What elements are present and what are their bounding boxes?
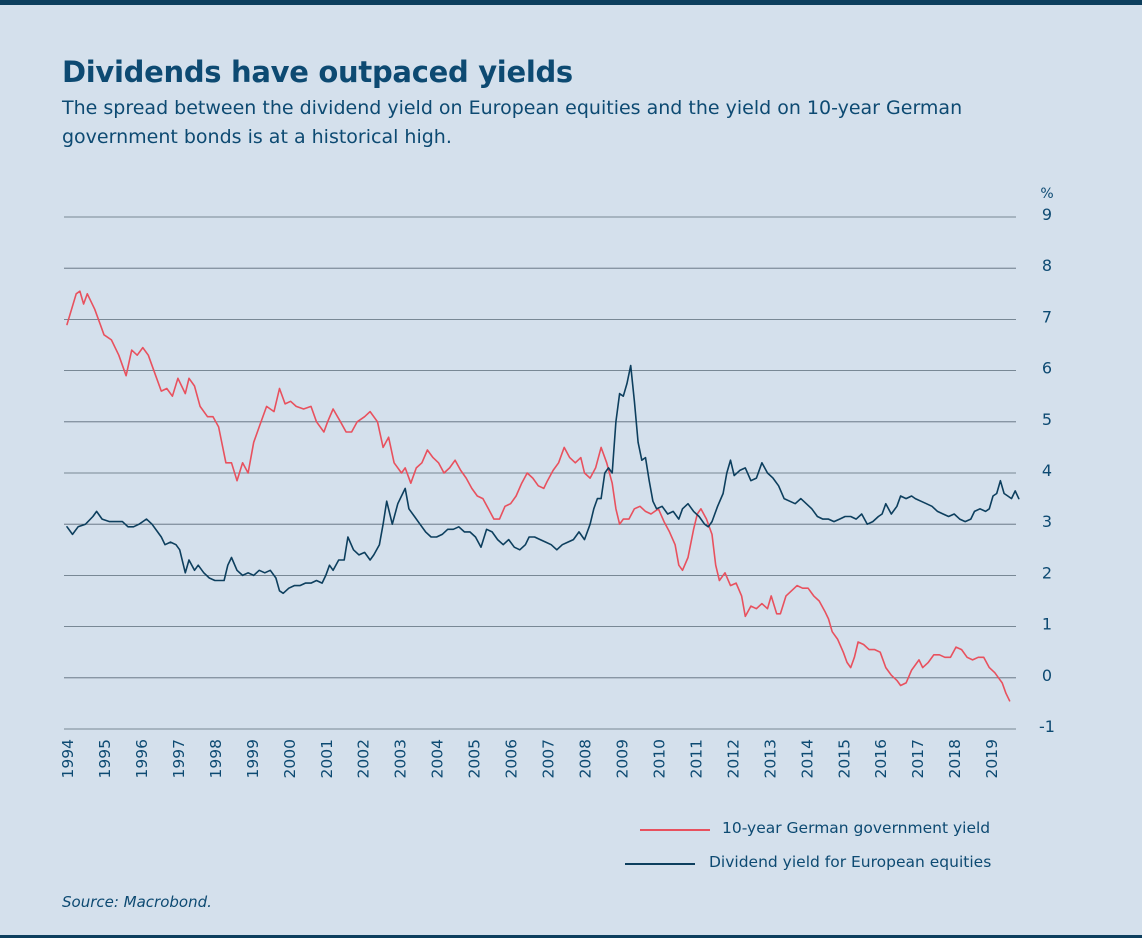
x-tick-label: 1998 <box>207 739 225 778</box>
x-tick-label: 1997 <box>170 739 188 778</box>
y-unit-label: % <box>1040 186 1053 202</box>
x-tick-label: 2011 <box>687 739 705 778</box>
y-tick-label: 6 <box>1042 359 1052 378</box>
x-tick-label: 2005 <box>466 739 484 778</box>
y-tick-label: -1 <box>1039 717 1055 736</box>
y-tick-label: 0 <box>1042 666 1052 685</box>
y-tick-label: 4 <box>1042 461 1052 480</box>
x-tick-label: 2003 <box>392 739 410 778</box>
x-tick-label: 2019 <box>983 739 1001 778</box>
x-tick-label: 2015 <box>835 739 853 778</box>
bottom-rule <box>0 935 1142 938</box>
x-tick-label: 2001 <box>318 739 336 778</box>
x-tick-label: 1994 <box>59 739 77 778</box>
legend-label-dividend: Dividend yield for European equities <box>709 853 992 871</box>
y-tick-label: 3 <box>1042 512 1052 531</box>
series-line-1 <box>66 364 1020 595</box>
x-tick-label: 1996 <box>133 739 151 778</box>
y-tick-label: 5 <box>1042 410 1052 429</box>
x-tick-label: 2006 <box>503 739 521 778</box>
series-line-0 <box>66 290 1011 702</box>
x-tick-label: 2012 <box>724 739 742 778</box>
source-note: Source: Macrobond. <box>62 893 212 911</box>
x-tick-label: 1995 <box>96 739 114 778</box>
legend-label-bund: 10-year German government yield <box>722 819 991 837</box>
legend-swatch-bund <box>640 829 710 831</box>
x-tick-label: 2018 <box>946 739 964 778</box>
x-tick-label: 2004 <box>429 739 447 778</box>
x-tick-label: 2002 <box>355 739 373 778</box>
chart-subtitle: The spread between the dividend yield on… <box>62 97 963 148</box>
x-tick-label: 2009 <box>613 739 631 778</box>
x-tick-label: 2000 <box>281 739 299 778</box>
y-tick-label: 8 <box>1042 256 1052 275</box>
y-tick-label: 9 <box>1042 205 1052 224</box>
x-tick-label: 2016 <box>872 739 890 778</box>
x-tick-label: 1999 <box>244 739 262 778</box>
x-tick-label: 2007 <box>540 739 558 778</box>
x-tick-label: 2014 <box>798 739 816 778</box>
x-tick-label: 2013 <box>761 739 779 778</box>
y-tick-label: 2 <box>1042 563 1052 582</box>
top-rule <box>0 0 1142 5</box>
legend-swatch-dividend <box>625 863 695 865</box>
x-tick-label: 2010 <box>650 739 668 778</box>
chart-title: Dividends have outpaced yields <box>62 55 573 89</box>
x-tick-label: 2017 <box>909 739 927 778</box>
y-tick-label: 7 <box>1042 307 1052 326</box>
x-tick-label: 2008 <box>577 739 595 778</box>
y-tick-label: 1 <box>1042 615 1052 634</box>
